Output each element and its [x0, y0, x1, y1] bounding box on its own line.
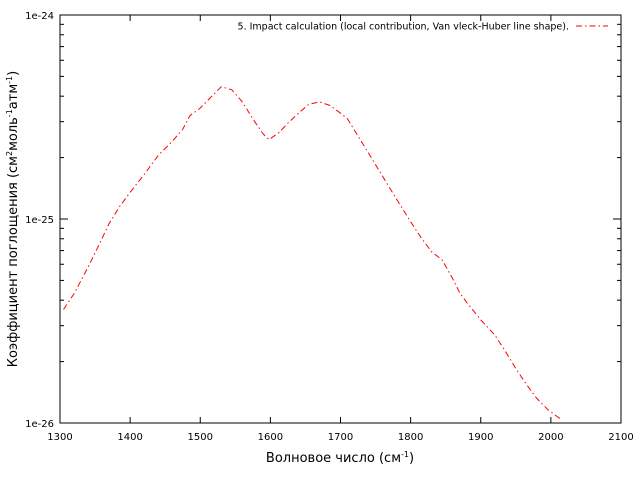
y-axis-label-part-2: моль: [6, 117, 21, 151]
series-layer: [63, 86, 562, 420]
y-axis-label: Коэффициент поглощения (см2моль-1атм-1): [5, 71, 21, 367]
x-axis-label: Волновое число (см-1): [266, 450, 414, 466]
x-tick-label: 2000: [538, 432, 563, 443]
legend: 5. Impact calculation (local contributio…: [238, 22, 608, 33]
legend-entry-label: 5. Impact calculation (local contributio…: [238, 22, 569, 33]
x-tick-label: 1700: [328, 432, 353, 443]
y-axis-label-sup-2: -1: [5, 109, 14, 117]
x-tick-label: 1800: [398, 432, 423, 443]
x-tick-label: 1600: [258, 432, 283, 443]
y-axis-label-sup-1: 2: [5, 151, 14, 156]
y-tick-label: 1e-24: [25, 11, 54, 22]
minor-y-ticks: [60, 23, 621, 363]
y-tick-label: 1e-26: [25, 419, 54, 430]
x-axis-label-text: Волновое число (см: [266, 451, 401, 466]
x-tick-label: 1300: [47, 432, 72, 443]
plot-frame: [59, 14, 622, 424]
y-axis-label-sup-3: -1: [5, 76, 14, 84]
x-tick-label: 1400: [117, 432, 142, 443]
series-line-1: [63, 86, 562, 420]
x-axis-ticks: 1300 1400 1500 1600 1700 1800 1900 2000 2100: [47, 15, 634, 443]
x-axis-label-sup: -1: [401, 450, 409, 459]
y-tick-label: 1e-25: [25, 215, 54, 226]
x-tick-label: 1500: [188, 432, 213, 443]
y-axis-ticks: 1e-26 1e-25 1e-24: [25, 11, 621, 430]
y-axis-label-part-4: ): [6, 71, 21, 76]
x-axis-label-end: ): [409, 451, 414, 466]
y-axis-label-part-3: атм: [6, 84, 21, 109]
x-tick-label: 2100: [608, 432, 633, 443]
y-axis-label-part-1: Коэффициент поглощения (см: [6, 156, 21, 367]
x-tick-label: 1900: [468, 432, 493, 443]
